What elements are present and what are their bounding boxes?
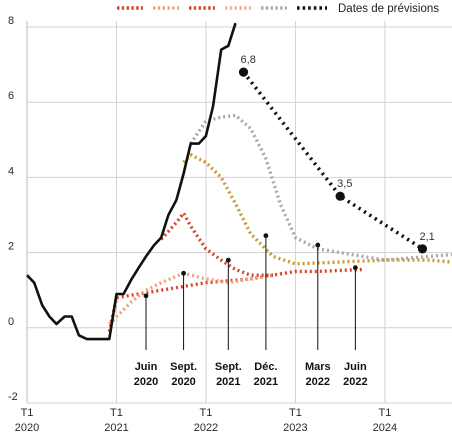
x-tick-label: 2022 bbox=[194, 422, 218, 434]
forecast-line-0 bbox=[107, 267, 363, 332]
forecast-value-label: 3,5 bbox=[337, 178, 352, 190]
y-axis: -2 0 2 4 6 8 bbox=[8, 15, 18, 403]
x-tick-label: 2023 bbox=[283, 422, 307, 434]
callout-label: 2021 bbox=[254, 376, 278, 388]
callout-label: Juin bbox=[135, 361, 158, 373]
actual-inflation-line bbox=[26, 22, 237, 341]
callout-label: 2020 bbox=[171, 376, 195, 388]
callout-dot bbox=[352, 265, 358, 271]
legend-title: Dates de prévisions bbox=[338, 3, 439, 15]
forecast-value-label: 2,1 bbox=[419, 231, 434, 243]
x-tick-label: T1 bbox=[289, 407, 302, 419]
grid bbox=[26, 21, 452, 404]
forecast-line-4 bbox=[189, 113, 452, 262]
forecast-value-label: 6,8 bbox=[241, 54, 256, 66]
x-tick-label: T1 bbox=[110, 407, 123, 419]
y-tick-label: 0 bbox=[8, 316, 14, 328]
x-tick-label: T1 bbox=[378, 407, 391, 419]
callout-label: Sept. bbox=[215, 361, 242, 373]
callout-label: 2020 bbox=[134, 376, 158, 388]
x-tick-label: T1 bbox=[21, 407, 34, 419]
callout-dot bbox=[315, 242, 321, 248]
forecast-line-1 bbox=[108, 271, 274, 326]
callout-label: Déc. bbox=[254, 361, 277, 373]
y-tick-label: 4 bbox=[8, 165, 14, 177]
forecast-series: 6,8 3,5 2,1 bbox=[107, 54, 452, 332]
forecast-line-5 bbox=[242, 70, 424, 251]
forecast-point bbox=[238, 67, 249, 77]
forecast-date-callouts: Juin 2020 Sept. 2020 Sept. 2021 Déc. 2021 Mars 20… bbox=[134, 233, 368, 388]
callout-dot bbox=[143, 293, 149, 299]
y-tick-label: 2 bbox=[8, 241, 14, 253]
callout-label: 2022 bbox=[306, 376, 330, 388]
x-tick-label: 2021 bbox=[104, 422, 128, 434]
callout-label: 2022 bbox=[343, 376, 367, 388]
callout-label: Sept. bbox=[170, 361, 197, 373]
x-tick-label: 2024 bbox=[373, 422, 397, 434]
y-tick-label: -2 bbox=[8, 391, 18, 403]
callout-label: Juin bbox=[344, 361, 367, 373]
callout-dot bbox=[263, 233, 269, 239]
legend: Dates de prévisions bbox=[117, 3, 439, 15]
callout-label: Mars bbox=[305, 361, 331, 373]
callout-dot bbox=[225, 257, 231, 263]
actual-series bbox=[26, 22, 237, 341]
x-tick-label: 2020 bbox=[15, 422, 39, 434]
x-axis: T1 2020 T1 2021 T1 2022 T1 2023 T1 2024 bbox=[15, 407, 397, 434]
y-tick-label: 8 bbox=[8, 15, 14, 27]
callout-label: 2021 bbox=[216, 376, 240, 388]
y-tick-label: 6 bbox=[8, 90, 14, 102]
forecast-point bbox=[335, 191, 345, 201]
x-tick-label: T1 bbox=[200, 407, 213, 419]
forecast-point bbox=[417, 244, 428, 254]
callout-dot bbox=[181, 270, 186, 276]
forecast-line-2 bbox=[159, 211, 274, 277]
